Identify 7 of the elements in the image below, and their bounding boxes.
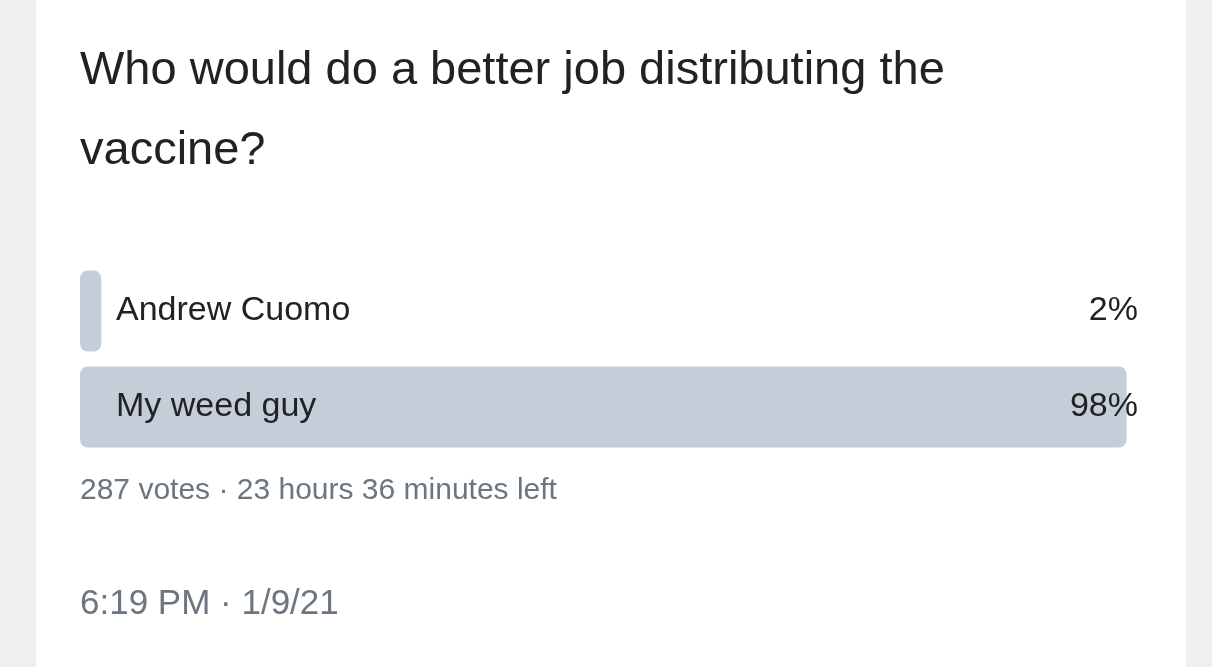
data-label: 2% — [1088, 289, 1138, 328]
text: 287 votes · 23 hours 36 minutes left — [80, 472, 557, 506]
y-tick-label: Andrew Cuomo — [116, 289, 351, 328]
data-label: 98% — [1069, 385, 1138, 424]
y-tick-label: My weed guy — [116, 385, 317, 424]
text: 6:19 PM · 1/9/21 — [80, 582, 339, 622]
chart-title: Who would do a better job distributing the vaccine? — [80, 40, 946, 176]
